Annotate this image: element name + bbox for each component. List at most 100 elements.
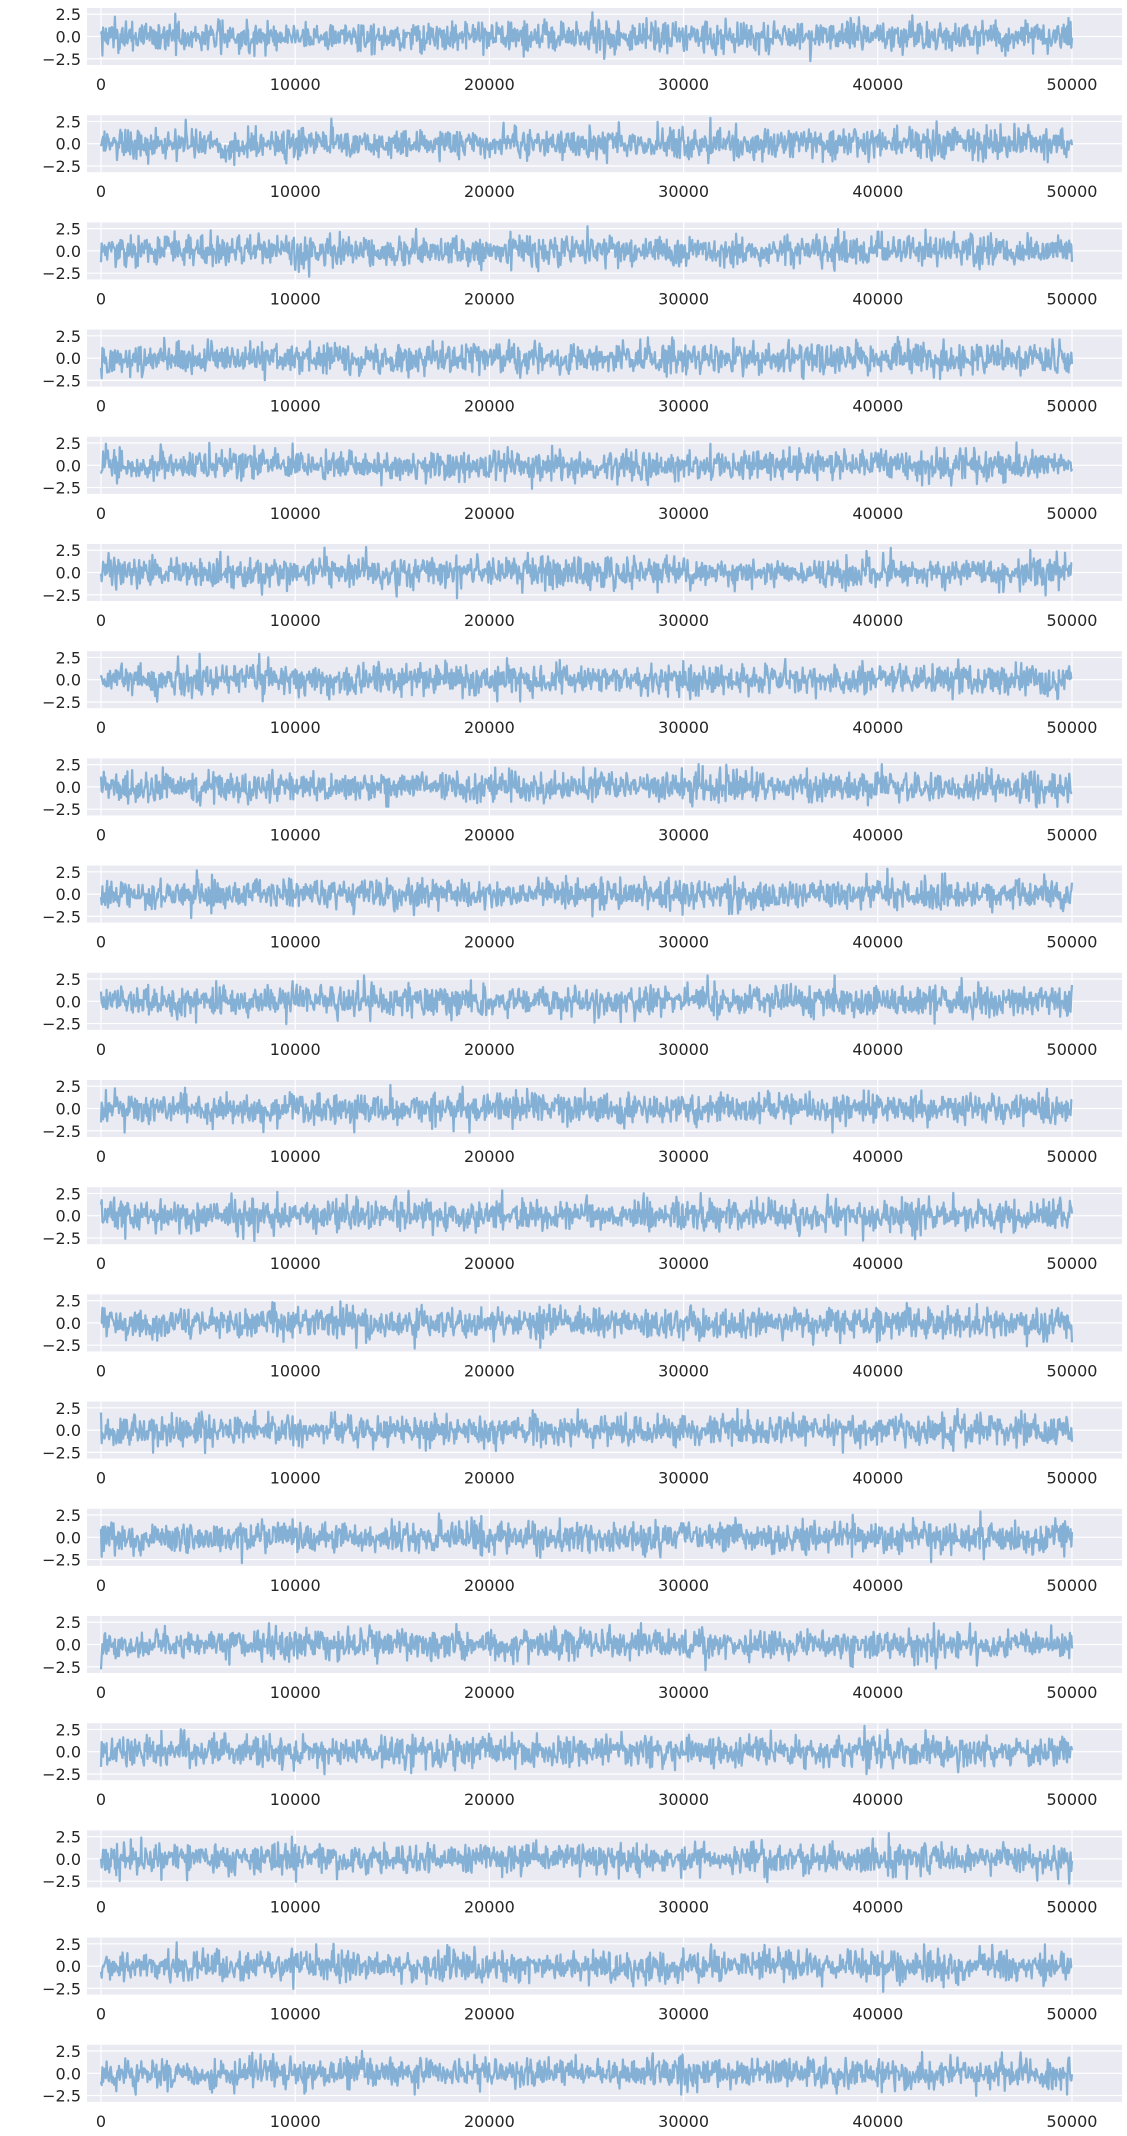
x-tick-label: 0	[96, 1040, 106, 1059]
x-tick-label: 40000	[852, 1683, 903, 1702]
series-line	[99, 1407, 1074, 1455]
x-tick-label: 10000	[270, 1790, 321, 1809]
x-tick-label: 40000	[852, 75, 903, 94]
x-tick-label: 40000	[852, 1254, 903, 1273]
x-tick-label: 50000	[1047, 1683, 1098, 1702]
x-tick-label: 40000	[852, 1790, 903, 1809]
x-tick-label: 0	[96, 1147, 106, 1166]
x-tick-label: 10000	[270, 397, 321, 416]
chart-panel-6: −2.5 0.0 2.5 0 10000 20000 30000 40000 50000	[42, 541, 1122, 630]
x-tick-label: 0	[96, 75, 106, 94]
y-tick-label: −2.5	[42, 1658, 81, 1677]
x-tick-label: 50000	[1047, 1790, 1098, 1809]
y-tick-label: 2.5	[56, 970, 81, 989]
chart-panel-15: −2.5 0.0 2.5 0 10000 20000 30000 40000 50000	[42, 1506, 1122, 1595]
x-tick-label: 0	[96, 825, 106, 844]
x-tick-label: 20000	[464, 611, 515, 630]
x-tick-label: 20000	[464, 2112, 515, 2131]
series-line	[99, 1510, 1074, 1565]
x-tick-label: 20000	[464, 1790, 515, 1809]
chart-panel-19: −2.5 0.0 2.5 0 10000 20000 30000 40000 50000	[42, 1935, 1122, 2024]
x-tick-label: 10000	[270, 1147, 321, 1166]
x-tick-label: 30000	[658, 2112, 709, 2131]
x-tick-label: 10000	[270, 1897, 321, 1916]
y-tick-label: −2.5	[42, 1765, 81, 1784]
x-tick-label: 20000	[464, 1469, 515, 1488]
chart-panel-7: −2.5 0.0 2.5 0 10000 20000 30000 40000 50000	[42, 648, 1122, 737]
chart-panel-11: −2.5 0.0 2.5 0 10000 20000 30000 40000 50000	[42, 1077, 1122, 1166]
y-tick-label: −2.5	[42, 1336, 81, 1355]
x-tick-label: 30000	[658, 1897, 709, 1916]
x-tick-label: 40000	[852, 611, 903, 630]
x-tick-label: 20000	[464, 75, 515, 94]
y-tick-label: 2.5	[56, 863, 81, 882]
x-tick-label: 30000	[658, 1147, 709, 1166]
y-tick-label: −2.5	[42, 157, 81, 176]
series-line	[99, 867, 1074, 920]
y-tick-label: 2.5	[56, 1506, 81, 1525]
x-tick-label: 50000	[1047, 2005, 1098, 2024]
y-tick-label: 0.0	[56, 135, 81, 154]
x-tick-label: 0	[96, 1361, 106, 1380]
chart-panel-14: −2.5 0.0 2.5 0 10000 20000 30000 40000 50000	[42, 1399, 1122, 1488]
series-line	[99, 116, 1074, 167]
x-tick-label: 50000	[1047, 1254, 1098, 1273]
x-tick-label: 50000	[1047, 397, 1098, 416]
series-line	[99, 545, 1073, 600]
y-tick-label: 0.0	[56, 1314, 81, 1333]
x-tick-label: 50000	[1047, 1469, 1098, 1488]
y-tick-label: 2.5	[56, 1184, 81, 1203]
y-tick-label: 0.0	[56, 1528, 81, 1547]
x-tick-label: 10000	[270, 1361, 321, 1380]
x-tick-label: 40000	[852, 718, 903, 737]
x-tick-label: 50000	[1047, 289, 1098, 308]
y-tick-label: −2.5	[42, 1229, 81, 1248]
x-tick-label: 20000	[464, 1040, 515, 1059]
x-tick-label: 30000	[658, 933, 709, 952]
y-tick-label: −2.5	[42, 2087, 81, 2106]
x-tick-label: 50000	[1047, 933, 1098, 952]
series-line	[99, 652, 1073, 703]
y-tick-label: −2.5	[42, 693, 81, 712]
x-tick-label: 20000	[464, 1897, 515, 1916]
x-tick-label: 50000	[1047, 1040, 1098, 1059]
y-tick-label: 0.0	[56, 1100, 81, 1119]
x-tick-label: 0	[96, 504, 106, 523]
x-tick-label: 50000	[1047, 1361, 1098, 1380]
x-tick-label: 0	[96, 718, 106, 737]
y-tick-label: −2.5	[42, 479, 81, 498]
x-tick-label: 30000	[658, 504, 709, 523]
series-line	[99, 763, 1073, 809]
series-line	[99, 1941, 1073, 1993]
series-line	[99, 1189, 1074, 1243]
x-tick-label: 0	[96, 1576, 106, 1595]
y-tick-label: −2.5	[42, 907, 81, 926]
series-line	[99, 1832, 1074, 1885]
y-tick-label: 0.0	[56, 28, 81, 47]
x-tick-label: 20000	[464, 1576, 515, 1595]
chart-panel-17: −2.5 0.0 2.5 0 10000 20000 30000 40000 50000	[42, 1720, 1122, 1809]
y-tick-label: 0.0	[56, 1743, 81, 1762]
y-tick-label: 2.5	[56, 1828, 81, 1847]
x-tick-label: 20000	[464, 397, 515, 416]
x-tick-label: 40000	[852, 397, 903, 416]
y-tick-label: 2.5	[56, 1720, 81, 1739]
y-tick-label: 0.0	[56, 349, 81, 368]
y-tick-label: 0.0	[56, 992, 81, 1011]
y-tick-label: 2.5	[56, 1613, 81, 1632]
x-tick-label: 20000	[464, 182, 515, 201]
y-tick-label: 0.0	[56, 1850, 81, 1869]
x-tick-label: 0	[96, 1790, 106, 1809]
y-tick-label: −2.5	[42, 1015, 81, 1034]
x-tick-label: 10000	[270, 611, 321, 630]
x-tick-label: 50000	[1047, 75, 1098, 94]
x-tick-label: 20000	[464, 825, 515, 844]
x-tick-label: 20000	[464, 1683, 515, 1702]
x-tick-label: 20000	[464, 504, 515, 523]
y-tick-label: 2.5	[56, 1935, 81, 1954]
series-line	[99, 441, 1074, 490]
chart-panel-20: −2.5 0.0 2.5 0 10000 20000 30000 40000 50000	[42, 2042, 1122, 2131]
y-tick-label: 0.0	[56, 2064, 81, 2083]
x-tick-label: 10000	[270, 182, 321, 201]
x-tick-label: 40000	[852, 1147, 903, 1166]
